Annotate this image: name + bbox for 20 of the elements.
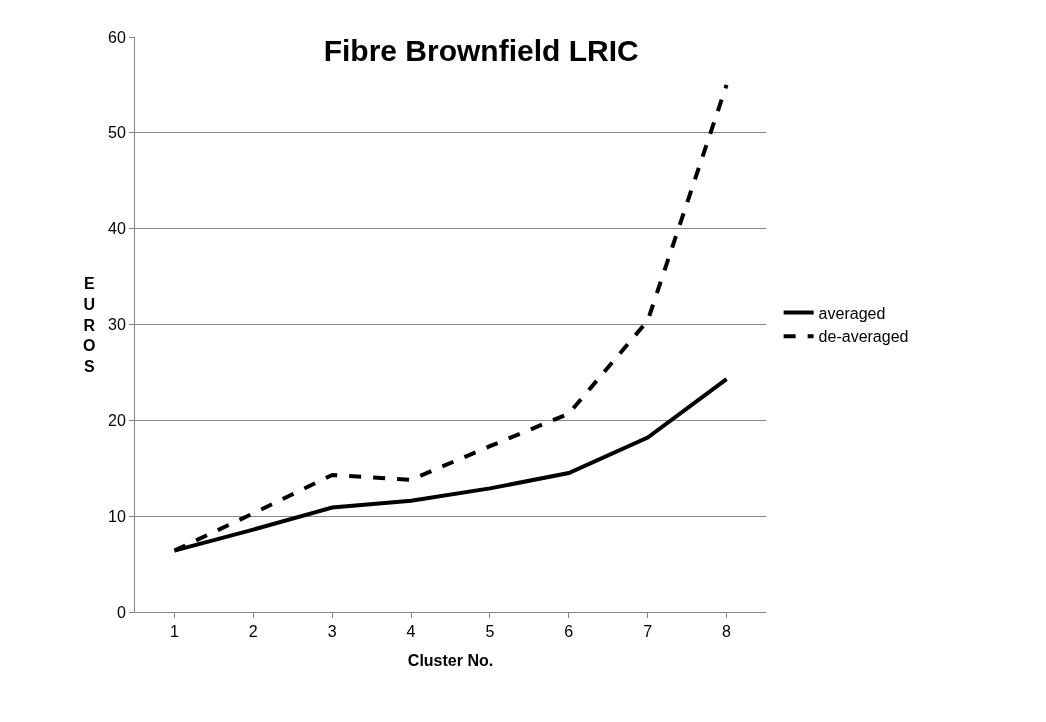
y-tick-label: 10 — [108, 507, 126, 525]
y-axis-title: E U R O S — [83, 275, 96, 376]
x-tick-label: 1 — [169, 623, 179, 641]
legend-label: de-averaged — [818, 328, 909, 346]
y-tick-label: 40 — [108, 220, 126, 238]
x-axis-title: Cluster No. — [407, 651, 494, 669]
x-tick-label: 6 — [564, 623, 574, 641]
x-tick-label: 7 — [643, 623, 653, 641]
x-tick-label: 4 — [406, 623, 416, 641]
y-tick-label: 0 — [116, 603, 126, 621]
y-tick-label: 60 — [108, 28, 126, 46]
chart-title: Fibre Brownfield LRIC — [323, 34, 639, 68]
x-tick-label: 8 — [722, 623, 732, 641]
y-tick-label: 30 — [108, 316, 126, 334]
x-tick-label: 3 — [327, 623, 337, 641]
y-tick-label: 20 — [108, 411, 126, 429]
x-tick-label: 5 — [485, 623, 495, 641]
x-tick-label: 2 — [248, 623, 258, 641]
y-tick-label: 50 — [108, 124, 126, 142]
legend-label: averaged — [818, 304, 886, 322]
